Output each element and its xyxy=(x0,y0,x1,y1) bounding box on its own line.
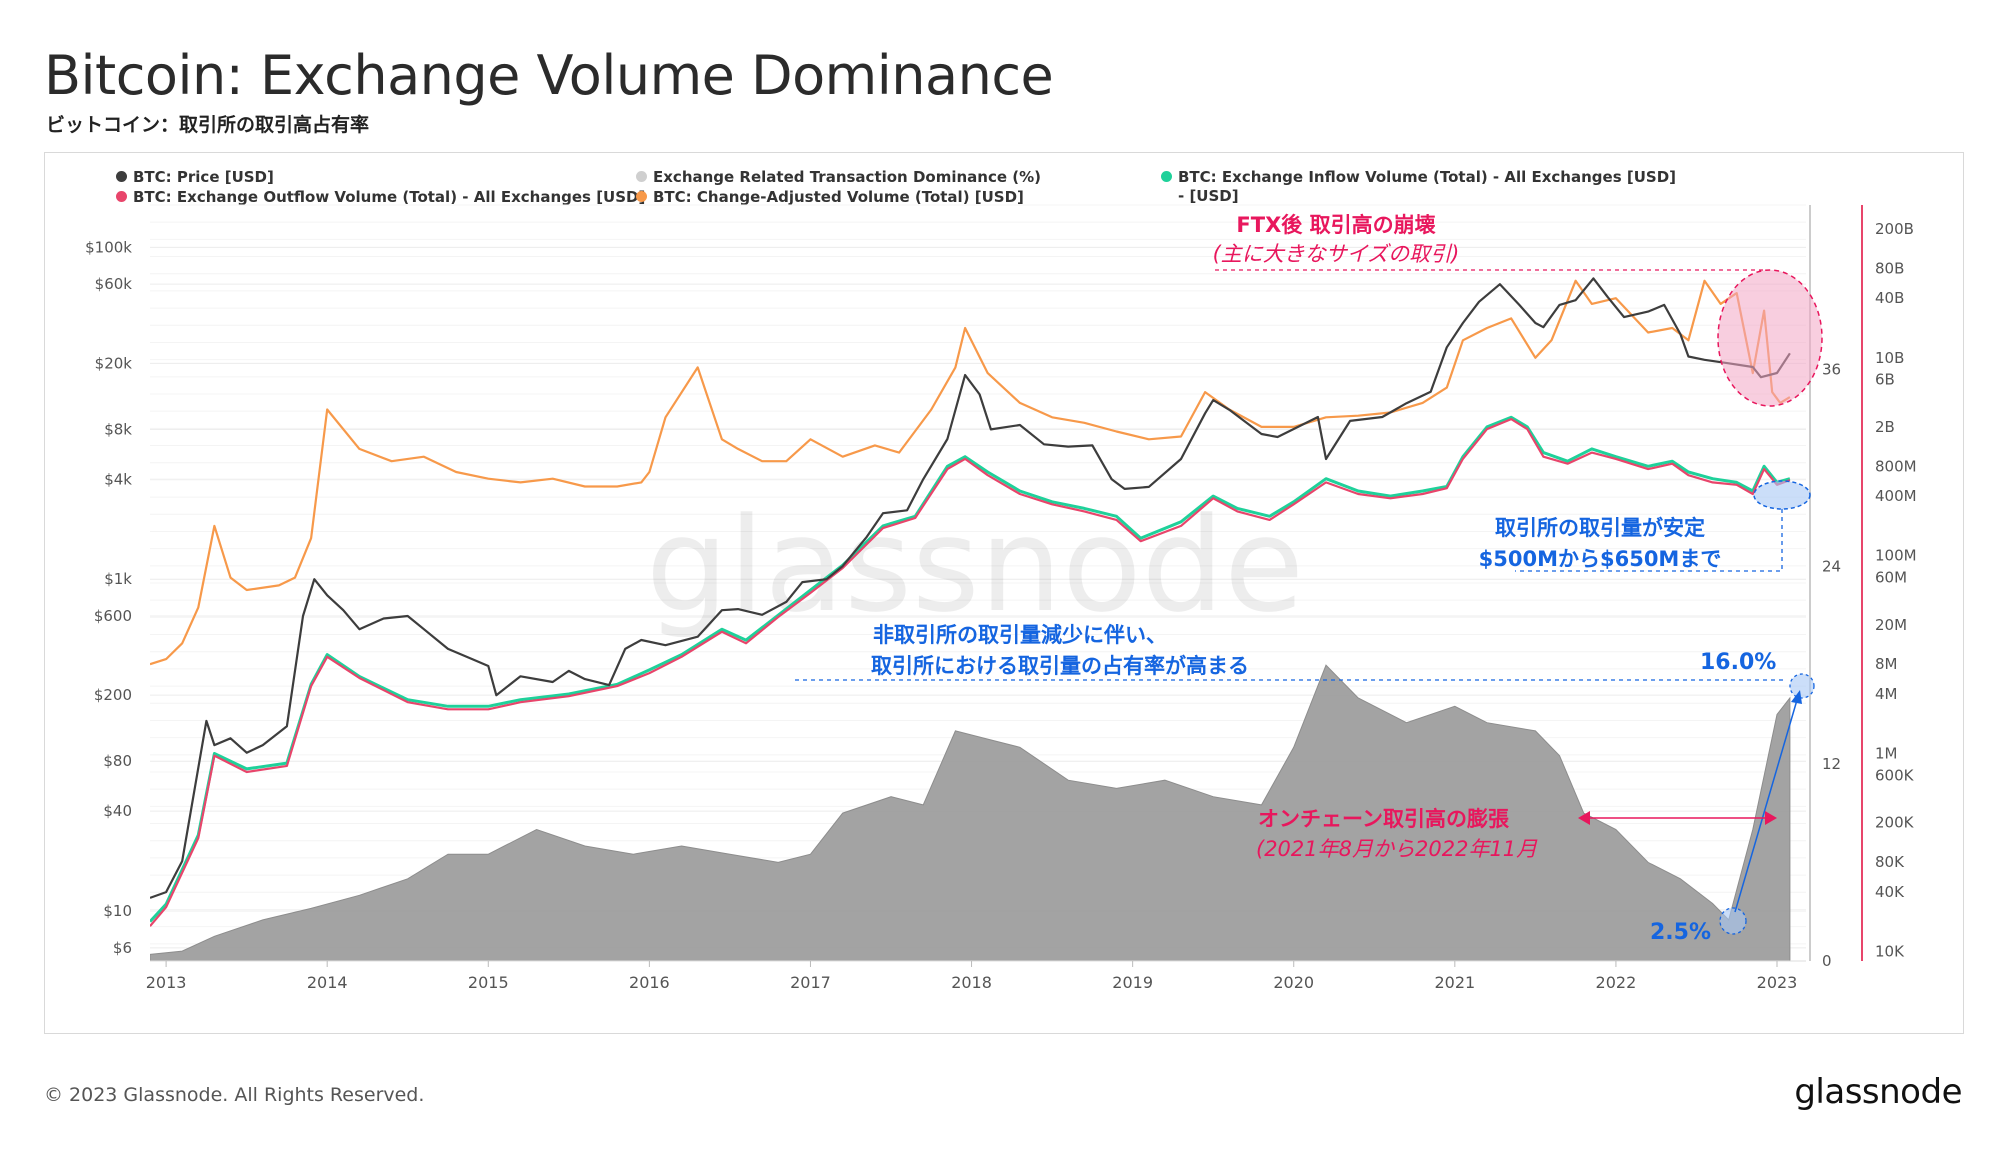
y-right-tick-label: 20M xyxy=(1875,616,1907,634)
y-right-tick-label: 800M xyxy=(1875,457,1917,475)
y-right-tick-label: 600K xyxy=(1875,766,1915,784)
series-adjusted-line xyxy=(150,279,1791,666)
legend-swatch-adjusted xyxy=(636,191,647,202)
y-left-tick-label: $100k xyxy=(85,238,132,256)
y-mid-tick-label: 12 xyxy=(1822,755,1841,773)
annotation-expansion-title: オンチェーン取引高の膨張 xyxy=(1258,807,1509,831)
legend-item-adjusted[interactable]: BTC: Change-Adjusted Volume (Total) [USD… xyxy=(636,188,1024,207)
footer-copyright: © 2023 Glassnode. All Rights Reserved. xyxy=(44,1084,425,1106)
pct-low-marker xyxy=(1719,907,1747,935)
y-right-tick-label: 8M xyxy=(1875,655,1898,673)
legend-swatch-outflow xyxy=(116,191,127,202)
legend-swatch-dominance xyxy=(636,171,647,182)
stable-guide-line xyxy=(1515,509,1783,572)
y-left-tick-label: $6 xyxy=(113,939,132,957)
series-dominance-area xyxy=(150,664,1791,961)
annotation-expansion-sub: (2021年8月から2022年11月 xyxy=(1256,837,1538,861)
legend-label-price: BTC: Price [USD] xyxy=(133,168,274,186)
legend-item-outflow[interactable]: BTC: Exchange Outflow Volume (Total) - A… xyxy=(116,188,645,207)
x-tick-label: 2021 xyxy=(1434,973,1475,992)
page-title: Bitcoin: Exchange Volume Dominance xyxy=(44,44,1054,107)
trend-arrow-head xyxy=(1791,690,1802,704)
legend-swatch-inflow xyxy=(1161,171,1172,182)
y-right-tick-label: 200K xyxy=(1875,814,1915,832)
chart-legend: BTC: Price [USD] Exchange Related Transa… xyxy=(116,168,1716,212)
legend-swatch-price xyxy=(116,171,127,182)
y-left-tick-label: $10 xyxy=(103,902,132,920)
annotation-pct-low: 2.5% xyxy=(1650,920,1712,945)
legend-item-price[interactable]: BTC: Price [USD] xyxy=(116,168,274,187)
legend-label-inflow: BTC: Exchange Inflow Volume (Total) - Al… xyxy=(1178,168,1676,186)
legend-item-inflow[interactable]: BTC: Exchange Inflow Volume (Total) - Al… xyxy=(1161,168,1676,206)
x-tick-label: 2020 xyxy=(1273,973,1314,992)
y-left-tick-label: $1k xyxy=(104,570,132,588)
x-tick-label: 2013 xyxy=(146,973,187,992)
x-tick-label: 2019 xyxy=(1112,973,1153,992)
dominance-layer xyxy=(150,664,1791,961)
y-right-tick-label: 2B xyxy=(1875,418,1895,436)
annotation-overlay xyxy=(795,269,1823,935)
lines-layer xyxy=(150,277,1791,927)
y-right-tick-label: 1M xyxy=(1875,745,1898,763)
y-right-tick-label: 60M xyxy=(1875,569,1907,587)
annotation-share-1: 非取引所の取引量減少に伴い、 xyxy=(873,623,1167,647)
y-left-tick-label: $600 xyxy=(94,607,132,625)
legend-label-adjusted: BTC: Change-Adjusted Volume (Total) [USD… xyxy=(653,188,1024,206)
x-tick-label: 2022 xyxy=(1596,973,1637,992)
ftx-highlight-ellipse xyxy=(1717,269,1823,407)
series-inflow-line xyxy=(150,415,1791,923)
legend-label-inflow-2: - [USD] xyxy=(1178,187,1239,205)
y-left-tick-label: $20k xyxy=(95,354,133,372)
legend-label-inflow-wrap: BTC: Exchange Inflow Volume (Total) - Al… xyxy=(1178,168,1676,206)
y-right-tick-label: 40K xyxy=(1875,883,1905,901)
y-right-tick-label: 40B xyxy=(1875,289,1904,307)
page-subtitle: ビットコイン：取引所の取引高占有率 xyxy=(46,114,370,136)
x-tick-label: 2016 xyxy=(629,973,670,992)
x-tick-label: 2014 xyxy=(307,973,348,992)
legend-label-outflow: BTC: Exchange Outflow Volume (Total) - A… xyxy=(133,188,646,206)
series-outflow-line xyxy=(150,418,1791,927)
y-right-tick-label: 4M xyxy=(1875,685,1898,703)
annotation-ftx-sub: (主に大きなサイズの取引) xyxy=(1212,242,1460,266)
expansion-arrow-right xyxy=(1765,811,1777,825)
y-left-tick-label: $4k xyxy=(104,470,132,488)
y-right-tick-label: 100M xyxy=(1875,547,1917,565)
x-tick-label: 2017 xyxy=(790,973,831,992)
legend-item-dominance[interactable]: Exchange Related Transaction Dominance (… xyxy=(636,168,1041,187)
expansion-arrow-left xyxy=(1578,811,1590,825)
chart-axes: $100k $60k $20k $8k $4k $1k $600 $200 $80 $40 $10 $… xyxy=(85,205,1917,992)
y-left-tick-label: $80 xyxy=(103,752,132,770)
y-right-tick-label: 6B xyxy=(1875,371,1895,389)
trend-arrow-line xyxy=(1734,699,1798,913)
annotation-stable-2: $500Mから$650Mまで xyxy=(1478,547,1722,571)
y-left-tick-label: $60k xyxy=(95,275,133,293)
y-left-tick-label: $200 xyxy=(94,686,132,704)
y-left-tick-label: $8k xyxy=(104,420,132,438)
y-right-tick-label: 200B xyxy=(1875,220,1914,238)
annotation-ftx-title: FTX後 取引高の崩壊 xyxy=(1236,213,1436,237)
chart-panel xyxy=(44,152,1964,1034)
y-right-tick-label: 10B xyxy=(1875,349,1904,367)
y-mid-tick-label: 0 xyxy=(1822,952,1832,970)
y-right-tick-label: 10K xyxy=(1875,942,1905,960)
x-tick-label: 2015 xyxy=(468,973,509,992)
stable-highlight-ellipse xyxy=(1753,480,1811,510)
y-left-tick-label: $40 xyxy=(103,802,132,820)
annotation-share-2: 取引所における取引量の占有率が高まる xyxy=(871,654,1249,678)
y-right-tick-label: 400M xyxy=(1875,487,1917,505)
series-price-line xyxy=(150,277,1791,899)
footer-logo[interactable]: glassnode xyxy=(1794,1072,1962,1112)
x-tick-label: 2023 xyxy=(1757,973,1798,992)
pct-high-marker xyxy=(1789,673,1815,699)
y-right-tick-label: 80K xyxy=(1875,853,1905,871)
y-mid-tick-label: 24 xyxy=(1822,558,1841,576)
y-right-tick-label: 80B xyxy=(1875,259,1904,277)
x-tick-label: 2018 xyxy=(951,973,992,992)
annotation-pct-high: 16.0% xyxy=(1700,650,1777,675)
y-mid-tick-label: 36 xyxy=(1822,360,1841,378)
annotation-stable-1: 取引所の取引量が安定 xyxy=(1495,516,1705,540)
legend-label-dominance: Exchange Related Transaction Dominance (… xyxy=(653,168,1041,186)
